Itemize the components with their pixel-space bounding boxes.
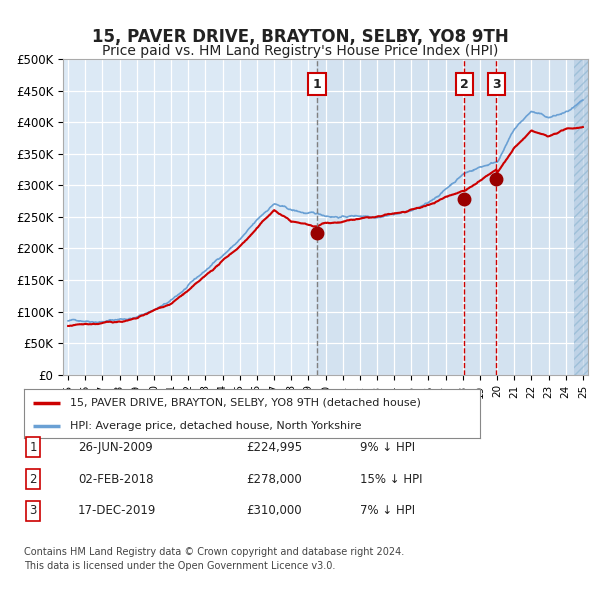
Text: 1: 1 <box>313 78 321 91</box>
Text: HPI: Average price, detached house, North Yorkshire: HPI: Average price, detached house, Nort… <box>70 421 361 431</box>
Text: 7% ↓ HPI: 7% ↓ HPI <box>360 504 415 517</box>
Text: 3: 3 <box>492 78 500 91</box>
Text: 1: 1 <box>29 441 37 454</box>
Bar <box>317 59 592 375</box>
Text: Contains HM Land Registry data © Crown copyright and database right 2024.
This d: Contains HM Land Registry data © Crown c… <box>24 548 404 571</box>
Text: 02-FEB-2018: 02-FEB-2018 <box>78 473 154 486</box>
Text: 15, PAVER DRIVE, BRAYTON, SELBY, YO8 9TH: 15, PAVER DRIVE, BRAYTON, SELBY, YO8 9TH <box>92 28 508 45</box>
Text: 17-DEC-2019: 17-DEC-2019 <box>78 504 157 517</box>
Bar <box>574 59 592 375</box>
Text: 15% ↓ HPI: 15% ↓ HPI <box>360 473 422 486</box>
Text: 2: 2 <box>460 78 469 91</box>
Text: 9% ↓ HPI: 9% ↓ HPI <box>360 441 415 454</box>
Text: 26-JUN-2009: 26-JUN-2009 <box>78 441 153 454</box>
Text: £224,995: £224,995 <box>246 441 302 454</box>
Text: £278,000: £278,000 <box>246 473 302 486</box>
Text: 3: 3 <box>29 504 37 517</box>
Text: £310,000: £310,000 <box>246 504 302 517</box>
Text: Price paid vs. HM Land Registry's House Price Index (HPI): Price paid vs. HM Land Registry's House … <box>102 44 498 58</box>
Text: 15, PAVER DRIVE, BRAYTON, SELBY, YO8 9TH (detached house): 15, PAVER DRIVE, BRAYTON, SELBY, YO8 9TH… <box>70 398 421 408</box>
Text: 2: 2 <box>29 473 37 486</box>
